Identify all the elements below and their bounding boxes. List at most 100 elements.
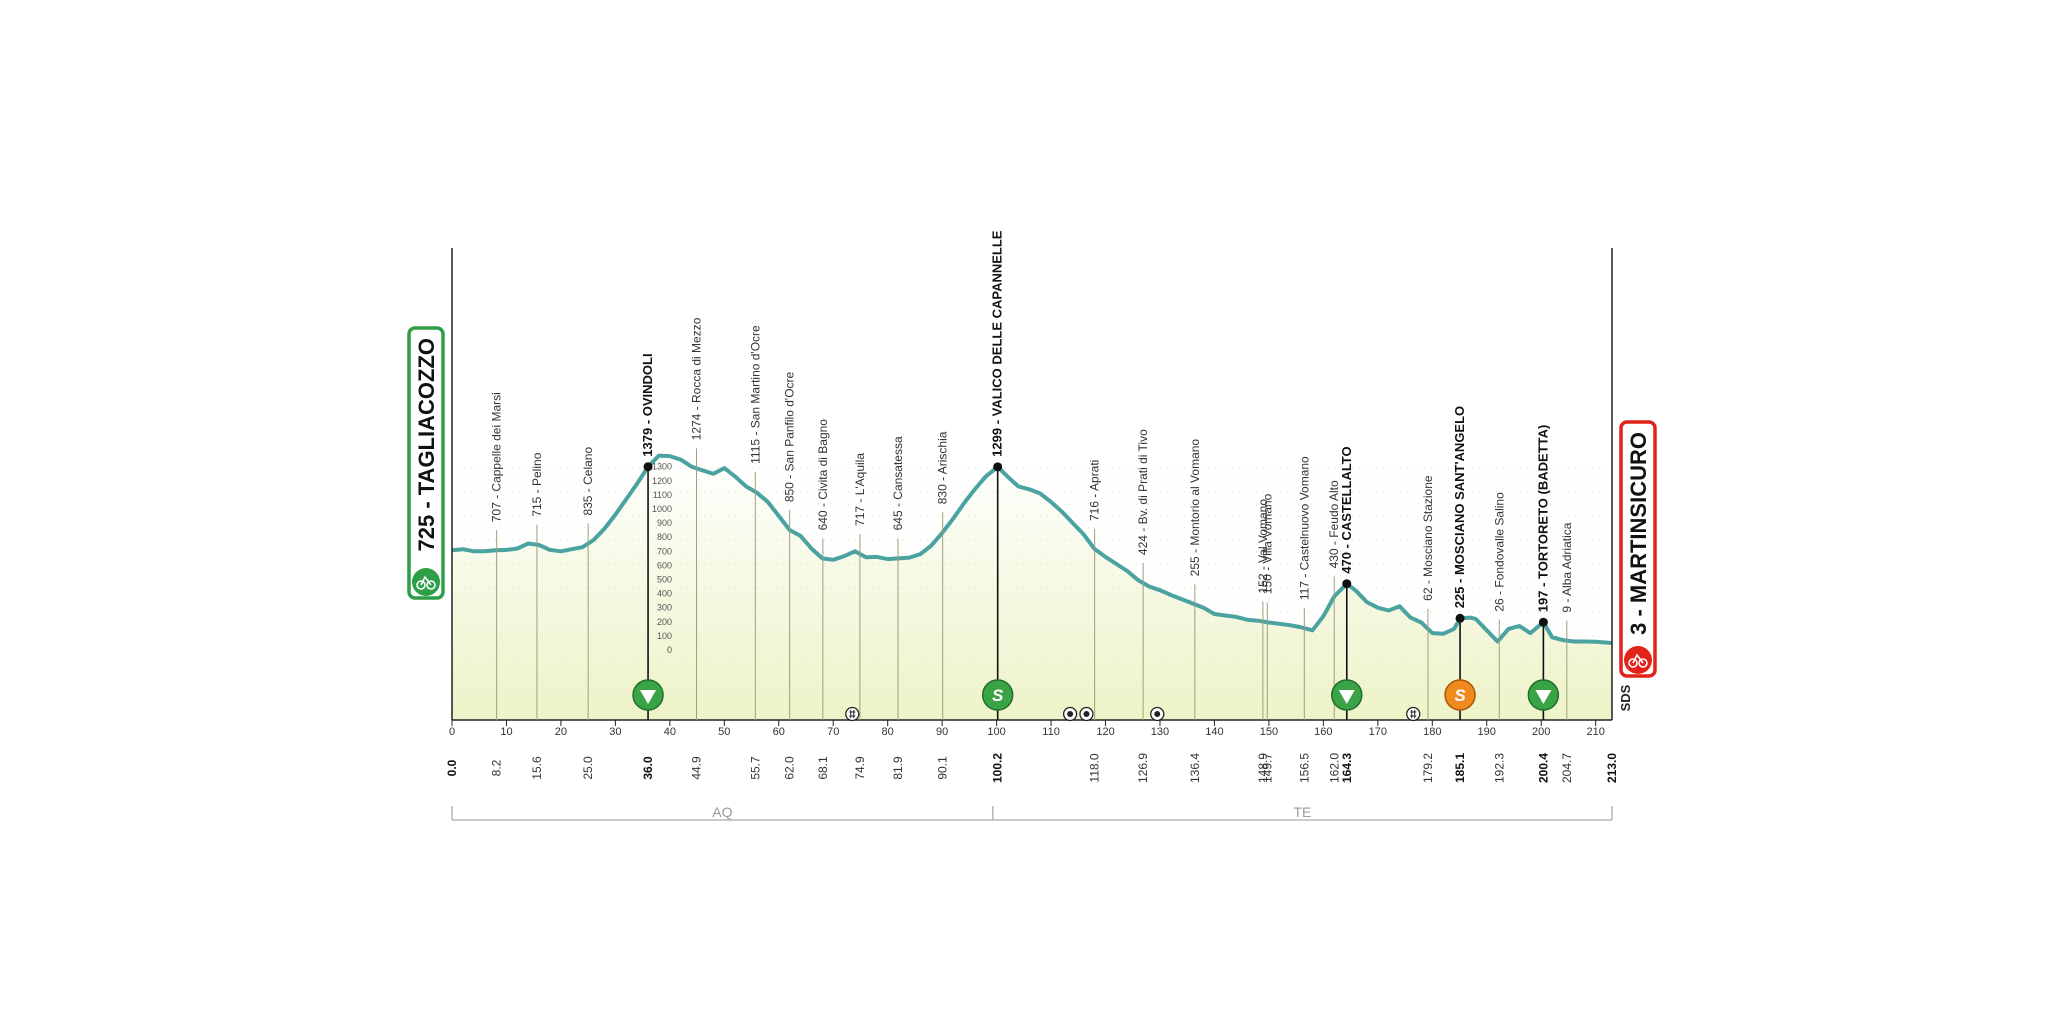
waypoint-label: 197 - TORTORETO (BADETTA) bbox=[1535, 425, 1550, 613]
waypoint-km-label: 25.0 bbox=[581, 756, 595, 780]
waypoint-label: 150 - Villa Vomano bbox=[1260, 493, 1274, 594]
x-tick-label: 170 bbox=[1369, 726, 1387, 738]
x-tick-label: 160 bbox=[1314, 726, 1332, 738]
waypoint-km-label: 192.3 bbox=[1492, 753, 1506, 783]
sprint-orange-icon: S bbox=[1444, 679, 1476, 711]
waypoint-label: 255 - Montorio al Vomano bbox=[1188, 439, 1202, 577]
x-tick-label: 150 bbox=[1260, 726, 1278, 738]
altitude-tick-label: 1300 bbox=[652, 462, 672, 472]
waypoint-label: 225 - MOSCIANO SANT'ANGELO bbox=[1452, 406, 1467, 608]
altitude-tick-label: 1000 bbox=[652, 504, 672, 514]
waypoint-label: 470 - CASTELLALTO bbox=[1339, 446, 1354, 573]
tunnel-icon bbox=[1062, 706, 1078, 722]
altitude-tick-label: 400 bbox=[657, 589, 672, 599]
x-tick-label: 40 bbox=[664, 726, 676, 738]
finish-badge-label: 3 - MARTINSICURO bbox=[1626, 432, 1651, 635]
waypoint-km-label: 149.7 bbox=[1260, 753, 1274, 783]
x-tick-label: 200 bbox=[1532, 726, 1550, 738]
waypoint-label: 645 - Cansatessa bbox=[891, 436, 905, 530]
gpm-marker-triangle bbox=[640, 690, 657, 704]
altitude-tick-label: 300 bbox=[657, 603, 672, 613]
bike-wheel bbox=[426, 580, 436, 590]
profile-area bbox=[452, 455, 1612, 720]
altitude-tick-label: 100 bbox=[657, 631, 672, 641]
waypoint-km-label: 126.9 bbox=[1136, 753, 1150, 783]
small-icon-core bbox=[1154, 711, 1161, 717]
bike-wheel bbox=[416, 580, 426, 590]
x-tick-label: 210 bbox=[1586, 726, 1604, 738]
bike-frame bbox=[420, 575, 432, 586]
small-icon-circle bbox=[1406, 706, 1421, 722]
waypoint-km-label: 185.1 bbox=[1453, 753, 1467, 783]
waypoint-km-label: 213.0 bbox=[1605, 753, 1619, 783]
waypoint-km-label: 156.5 bbox=[1297, 753, 1311, 783]
start-badge: 725 - TAGLIACOZZO bbox=[407, 326, 445, 600]
x-tick-label: 50 bbox=[718, 726, 730, 738]
region-label: AQ bbox=[712, 804, 732, 820]
x-tick-label: 70 bbox=[827, 726, 839, 738]
waypoint-label: 830 - Arischia bbox=[936, 431, 950, 504]
bike-wheel bbox=[1628, 658, 1638, 668]
sprint-icon: S bbox=[981, 679, 1014, 711]
waypoint-km-label: 136.4 bbox=[1188, 753, 1202, 783]
small-icon-circle bbox=[845, 706, 860, 722]
x-tick-label: 80 bbox=[882, 726, 894, 738]
finish-badge-bike-icon bbox=[1624, 646, 1652, 674]
altitude-tick-label: 600 bbox=[657, 560, 672, 570]
sprint-marker-circle bbox=[981, 679, 1014, 711]
bike-frame bbox=[1632, 653, 1644, 664]
sds-label: SDS bbox=[1618, 684, 1633, 711]
waypoint-km-label: 204.7 bbox=[1560, 753, 1574, 783]
x-tick-label: 100 bbox=[987, 726, 1005, 738]
waypoint-km-label: 179.2 bbox=[1421, 753, 1435, 783]
waypoint-label: 152 - Val Vomano bbox=[1256, 499, 1270, 594]
waypoint-label: 1115 - San Martino d'Ocre bbox=[748, 325, 762, 464]
altitude-tick-label: 800 bbox=[657, 532, 672, 542]
waypoint-label: 62 - Mosciano Stazione bbox=[1421, 475, 1435, 601]
waypoint-label: 430 - Feudo Alto bbox=[1327, 480, 1341, 568]
waypoint-km-label: 90.1 bbox=[936, 756, 950, 780]
x-tick-label: 0 bbox=[449, 726, 455, 738]
tunnel-icon bbox=[1079, 706, 1094, 722]
waypoint-km-label: 15.6 bbox=[530, 756, 544, 780]
gpm-marker-icon bbox=[632, 679, 664, 711]
waypoint-label: 835 - Celano bbox=[581, 447, 595, 516]
altitude-tick-label: 0 bbox=[667, 645, 672, 655]
waypoint-label: 9 - Alba Adriatica bbox=[1560, 522, 1574, 612]
x-tick-label: 90 bbox=[936, 726, 948, 738]
altitude-tick-label: 500 bbox=[657, 575, 672, 585]
waypoint-km-label: 8.2 bbox=[490, 759, 504, 776]
waypoint-km-label: 36.0 bbox=[641, 756, 655, 780]
altitude-tick-label: 1100 bbox=[653, 490, 672, 500]
small-icon-core bbox=[1083, 711, 1090, 717]
x-tick-label: 190 bbox=[1478, 726, 1496, 738]
x-tick-label: 30 bbox=[609, 726, 621, 738]
waypoint-label: 717 - L'Aquila bbox=[853, 453, 867, 526]
climb-summit-dot bbox=[1342, 579, 1352, 589]
start-badge-bike-icon bbox=[412, 568, 440, 596]
level-crossing-icon bbox=[845, 706, 860, 722]
bike-wheel bbox=[1638, 658, 1648, 668]
altitude-tick-label: 200 bbox=[657, 617, 672, 627]
waypoint-label: 850 - San Panfilo d'Ocre bbox=[783, 371, 797, 502]
finish-badge-frame bbox=[1619, 420, 1657, 678]
waypoint-label: 707 - Cappelle dei Marsi bbox=[490, 392, 504, 522]
sprint-marker-circle bbox=[1444, 679, 1476, 711]
waypoint-km-label: 0.0 bbox=[445, 759, 459, 776]
waypoint-km-label: 162.0 bbox=[1327, 753, 1341, 783]
x-tick-label: 180 bbox=[1423, 726, 1441, 738]
waypoint-km-label: 148.9 bbox=[1256, 753, 1270, 783]
altitude-tick-label: 1200 bbox=[652, 476, 672, 486]
level-crossing-icon bbox=[1406, 706, 1421, 722]
x-tick-label: 120 bbox=[1096, 726, 1114, 738]
finish-badge: 3 - MARTINSICURO bbox=[1619, 420, 1657, 678]
tunnel-icon bbox=[1150, 706, 1165, 722]
gpm-marker-triangle bbox=[1338, 690, 1355, 704]
region-label: TE bbox=[1293, 804, 1311, 820]
small-icon-core bbox=[1067, 711, 1074, 717]
gpm-marker-icon bbox=[1331, 679, 1363, 711]
x-tick-label: 10 bbox=[500, 726, 512, 738]
waypoint-km-label: 74.9 bbox=[853, 756, 867, 780]
climb-summit-dot bbox=[1538, 617, 1548, 627]
